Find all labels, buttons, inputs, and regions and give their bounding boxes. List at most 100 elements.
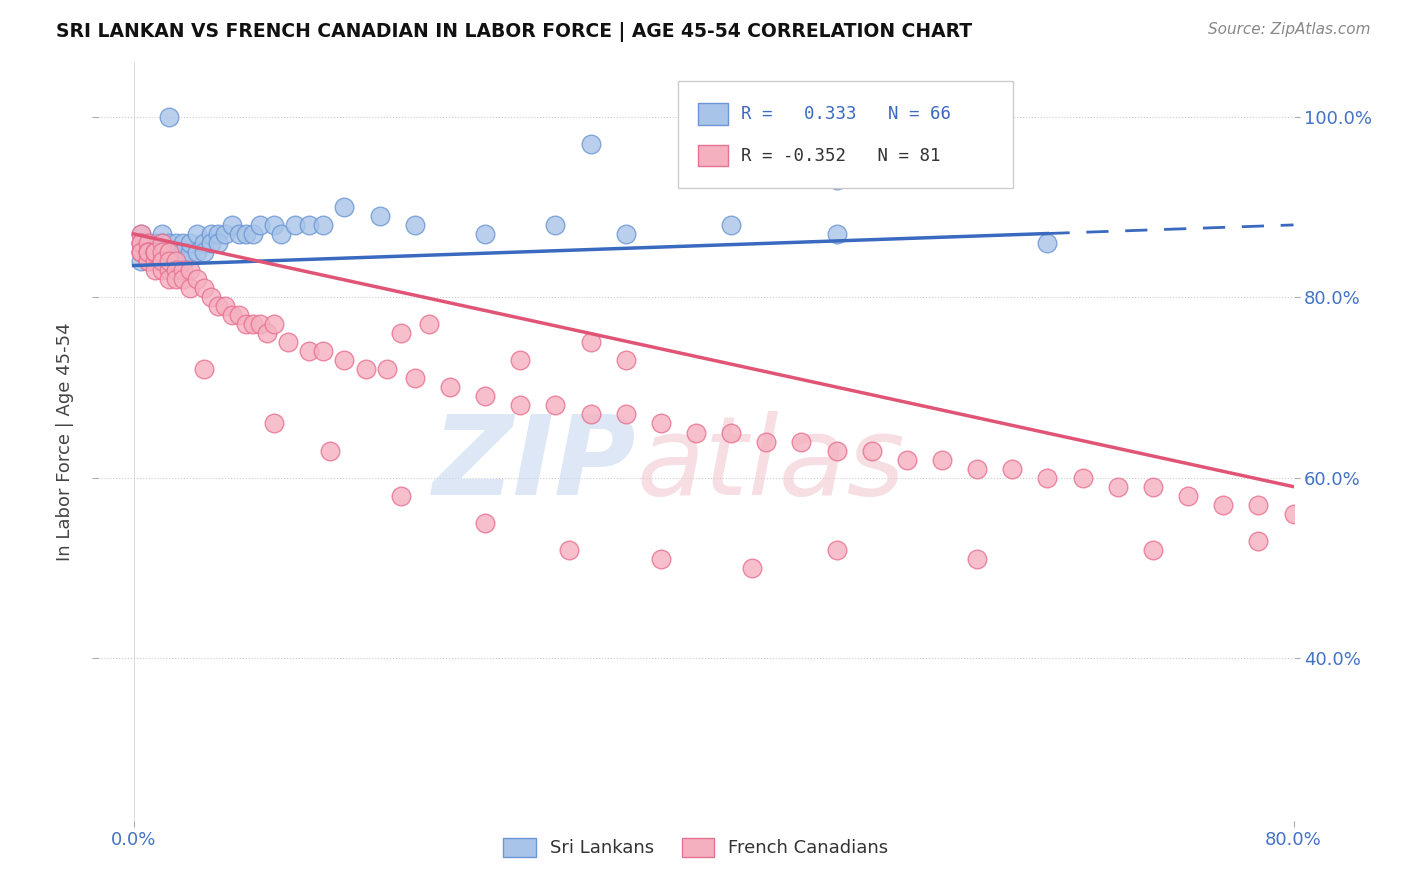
Point (136, 244, 159, 259)
Point (214, 299, 236, 313)
Point (439, 380, 461, 394)
Point (179, 235, 201, 250)
Point (172, 254, 194, 268)
Point (143, 244, 166, 259)
Point (143, 244, 166, 259)
Sri Lankans (157, 110, 180, 124)
Point (143, 254, 166, 268)
Point (143, 244, 166, 259)
Text: R = -0.352   N = 81: R = -0.352 N = 81 (741, 146, 941, 165)
Point (1212, 498, 1234, 512)
Point (720, 425, 742, 440)
Point (1177, 489, 1199, 503)
Point (157, 244, 180, 259)
French Canadians (263, 417, 285, 431)
Point (896, 452, 918, 467)
Point (207, 227, 229, 241)
Point (579, 408, 602, 422)
Point (157, 254, 180, 268)
Point (165, 272, 187, 286)
Point (165, 263, 187, 277)
Point (418, 317, 440, 331)
Point (136, 244, 159, 259)
Point (129, 235, 152, 250)
Point (150, 227, 173, 241)
French Canadians (558, 542, 581, 557)
Point (143, 254, 166, 268)
Point (474, 389, 496, 403)
Point (157, 244, 180, 259)
Point (143, 244, 166, 259)
Point (650, 417, 672, 431)
Point (172, 272, 194, 286)
Sri Lankans (579, 136, 602, 151)
Point (165, 254, 187, 268)
Point (1282, 507, 1305, 521)
Point (860, 443, 883, 458)
Point (1107, 480, 1129, 494)
Point (150, 244, 173, 259)
Point (157, 244, 180, 259)
Point (193, 281, 215, 295)
Point (1001, 461, 1024, 475)
Y-axis label: In Labor Force | Age 45-54: In Labor Force | Age 45-54 (56, 322, 75, 561)
Point (228, 227, 250, 241)
Text: Source: ZipAtlas.com: Source: ZipAtlas.com (1208, 22, 1371, 37)
Point (193, 235, 215, 250)
Text: SRI LANKAN VS FRENCH CANADIAN IN LABOR FORCE | AGE 45-54 CORRELATION CHART: SRI LANKAN VS FRENCH CANADIAN IN LABOR F… (56, 22, 973, 42)
Point (136, 254, 159, 268)
Point (129, 235, 152, 250)
Point (207, 299, 229, 313)
French Canadians (1247, 533, 1270, 548)
Point (298, 218, 321, 232)
Point (143, 235, 166, 250)
Point (333, 200, 356, 214)
Point (179, 281, 201, 295)
Point (263, 317, 285, 331)
Point (249, 218, 271, 232)
Point (165, 235, 187, 250)
Point (143, 244, 166, 259)
Point (544, 218, 567, 232)
Point (256, 326, 278, 341)
Point (579, 335, 602, 350)
Point (143, 254, 166, 268)
Point (157, 263, 180, 277)
Point (136, 235, 159, 250)
Point (249, 317, 271, 331)
Point (509, 353, 531, 368)
Point (179, 263, 201, 277)
Point (354, 362, 377, 376)
Point (284, 218, 307, 232)
Point (966, 461, 988, 475)
Point (214, 227, 236, 241)
Point (150, 244, 173, 259)
Point (136, 244, 159, 259)
Point (312, 218, 335, 232)
Point (1142, 480, 1164, 494)
Point (150, 254, 173, 268)
Point (136, 235, 159, 250)
Point (1036, 470, 1059, 484)
Point (825, 227, 848, 241)
Point (235, 317, 257, 331)
Point (200, 235, 222, 250)
Point (150, 244, 173, 259)
FancyBboxPatch shape (699, 103, 728, 125)
Point (228, 308, 250, 322)
Point (242, 227, 264, 241)
Point (790, 434, 813, 449)
FancyBboxPatch shape (678, 81, 1012, 187)
Point (165, 244, 187, 259)
Point (242, 317, 264, 331)
Point (150, 254, 173, 268)
Point (143, 235, 166, 250)
French Canadians (319, 443, 342, 458)
Point (270, 227, 292, 241)
Point (544, 399, 567, 413)
Point (157, 244, 180, 259)
French Canadians (650, 552, 672, 566)
Point (509, 399, 531, 413)
Point (157, 235, 180, 250)
French Canadians (741, 561, 763, 575)
